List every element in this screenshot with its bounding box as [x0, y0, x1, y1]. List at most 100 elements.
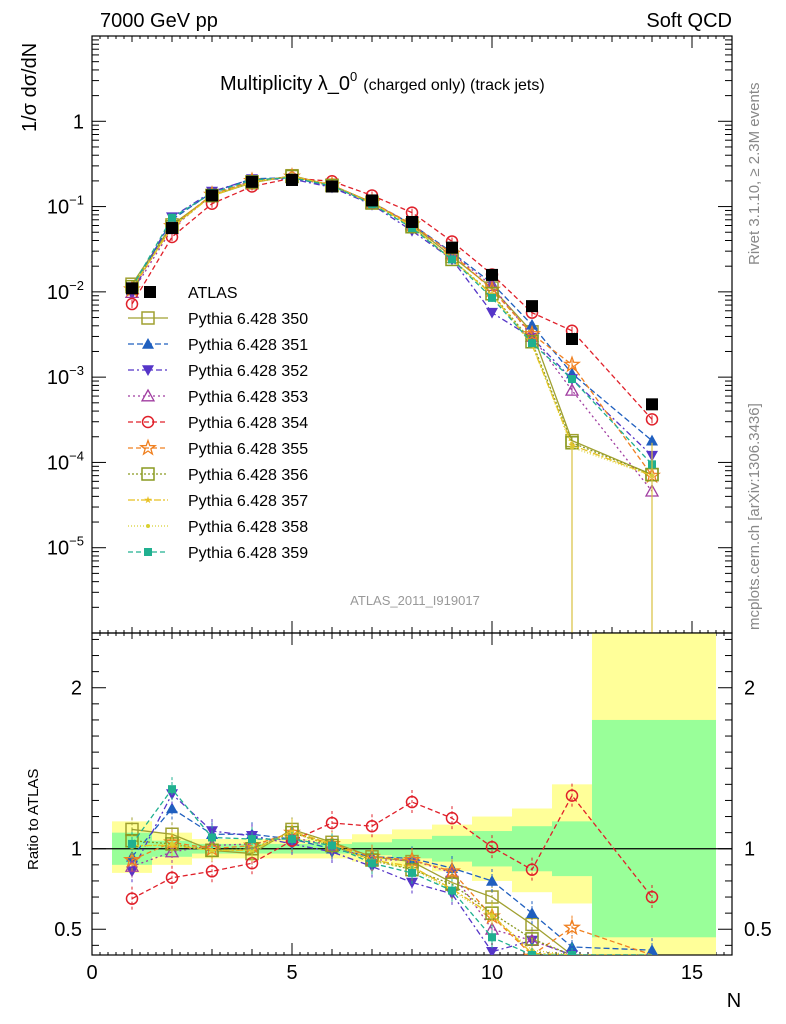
- legend-marker: [146, 524, 150, 528]
- ratio-point: [288, 835, 296, 844]
- ratio-point: [128, 839, 136, 848]
- atlas-point: [206, 189, 218, 202]
- ratio-point: [490, 914, 494, 919]
- ratio-axis-label: Ratio to ATLAS: [25, 769, 42, 870]
- atlas-point: [566, 333, 578, 346]
- ratio-point: [486, 946, 498, 955]
- series-point: [486, 307, 498, 319]
- x-tick-label: 15: [681, 962, 703, 984]
- y-tick-label: 10−2: [47, 278, 84, 304]
- ratio-point: [646, 980, 658, 992]
- ratio-point: [365, 819, 379, 833]
- header-right: Soft QCD: [646, 10, 732, 32]
- ratio-point: [528, 951, 536, 955]
- ratio-point: [646, 980, 658, 992]
- chart-title-main: Multiplicity λ_0: [220, 73, 350, 95]
- ratio-point: [526, 907, 538, 918]
- series-point: [125, 297, 139, 311]
- atlas-point: [366, 194, 378, 207]
- ratio-point: [170, 841, 174, 846]
- ratio-point: [122, 850, 142, 868]
- legend-item: ATLAS: [144, 285, 238, 302]
- ratio-tick-label: 1: [71, 839, 82, 861]
- legend-marker: [144, 496, 152, 504]
- ratio-point: [566, 940, 578, 952]
- atlas-point: [126, 282, 138, 295]
- y-tick-label: 10−3: [47, 363, 84, 389]
- atlas-point: [286, 173, 298, 186]
- y-tick-label-exp: −1: [69, 193, 84, 208]
- ratio-point: [648, 983, 656, 990]
- legend-label: Pythia 6.428 351: [188, 337, 308, 354]
- legend-item: Pythia 6.428 355: [128, 438, 308, 458]
- chart-title: Multiplicity λ_00 (charged only) (track j…: [220, 69, 545, 95]
- legend-label: Pythia 6.428 357: [188, 493, 308, 510]
- series-point: [562, 355, 582, 373]
- ratio-point: [646, 965, 658, 976]
- y-tick-label-base: 10: [47, 282, 69, 304]
- legend-label: Pythia 6.428 350: [188, 311, 308, 328]
- x-axis-label: N: [727, 990, 741, 1012]
- series-point: [526, 318, 538, 330]
- atlas-point: [406, 215, 418, 228]
- x-tick-label: 0: [86, 962, 97, 984]
- ratio-point: [165, 871, 179, 884]
- atlas-point: [446, 241, 458, 254]
- y-tick-label-exp: −4: [69, 448, 84, 463]
- legend-item: Pythia 6.428 352: [128, 363, 308, 380]
- ratio-point: [646, 944, 658, 955]
- ratio-point: [525, 863, 539, 876]
- ratio-point: [488, 933, 496, 942]
- series-point: [168, 213, 176, 222]
- y-tick-label-exp: −5: [69, 534, 84, 549]
- rivet-label: Rivet 3.1.10, ≥ 2.3M events: [746, 83, 763, 266]
- ratio-point: [566, 963, 578, 974]
- ratio-point: [568, 996, 576, 1003]
- legend-item: Pythia 6.428 350: [128, 311, 308, 328]
- legend-item: Pythia 6.428 358: [128, 519, 308, 536]
- ratio-point: [650, 985, 654, 989]
- y-tick-label-base: 10: [47, 452, 69, 474]
- y-tick-label: 10−1: [47, 193, 84, 219]
- ratio-tick-label: 2: [744, 678, 755, 700]
- series-point: [564, 383, 580, 396]
- atlas-point: [166, 222, 178, 235]
- legend: ATLAS Pythia 6.428 350 Pythia 6.428 351 Pyt…: [128, 285, 308, 562]
- ratio-point: [485, 840, 499, 854]
- ratio-point: [522, 947, 542, 955]
- watermark: ATLAS_2011_I919017: [350, 593, 480, 608]
- y-tick-label-base: 10: [47, 367, 69, 389]
- series-point: [488, 293, 496, 302]
- ratio-point: [648, 974, 656, 982]
- legend-label: Pythia 6.428 358: [188, 519, 308, 536]
- band-inner: [592, 719, 716, 938]
- legend-label: Pythia 6.428 353: [188, 389, 308, 406]
- ratio-tick-label: 0.5: [744, 919, 772, 941]
- y-tick-label-exp: −3: [69, 363, 84, 378]
- legend-label: Pythia 6.428 356: [188, 467, 308, 484]
- atlas-point: [526, 300, 538, 313]
- legend-label: Pythia 6.428 352: [188, 363, 308, 380]
- atlas-point: [646, 398, 658, 411]
- legend-marker: [141, 415, 155, 429]
- legend-marker: [141, 467, 155, 481]
- series-point: [568, 375, 576, 384]
- ratio-point: [566, 993, 578, 1005]
- chart-title-sub: (charged only) (track jets): [363, 77, 544, 94]
- ratio-point: [445, 811, 459, 825]
- ratio-point: [408, 868, 416, 877]
- series-point: [646, 434, 658, 446]
- y-axis-label: 1/σ dσ/dN: [19, 43, 41, 132]
- y-tick-label: 10−4: [47, 448, 84, 474]
- ratio-point: [125, 892, 139, 905]
- legend-marker: [144, 548, 152, 556]
- ratio-point: [328, 841, 336, 850]
- y-tick-label-base: 10: [47, 197, 69, 219]
- ratio-point: [210, 848, 214, 853]
- y-tick-label-exp: −2: [69, 278, 84, 293]
- ratio-point: [645, 890, 659, 904]
- legend-item: Pythia 6.428 354: [128, 415, 308, 432]
- ratio-point: [208, 833, 216, 842]
- y-tick-label: 10−5: [47, 534, 84, 560]
